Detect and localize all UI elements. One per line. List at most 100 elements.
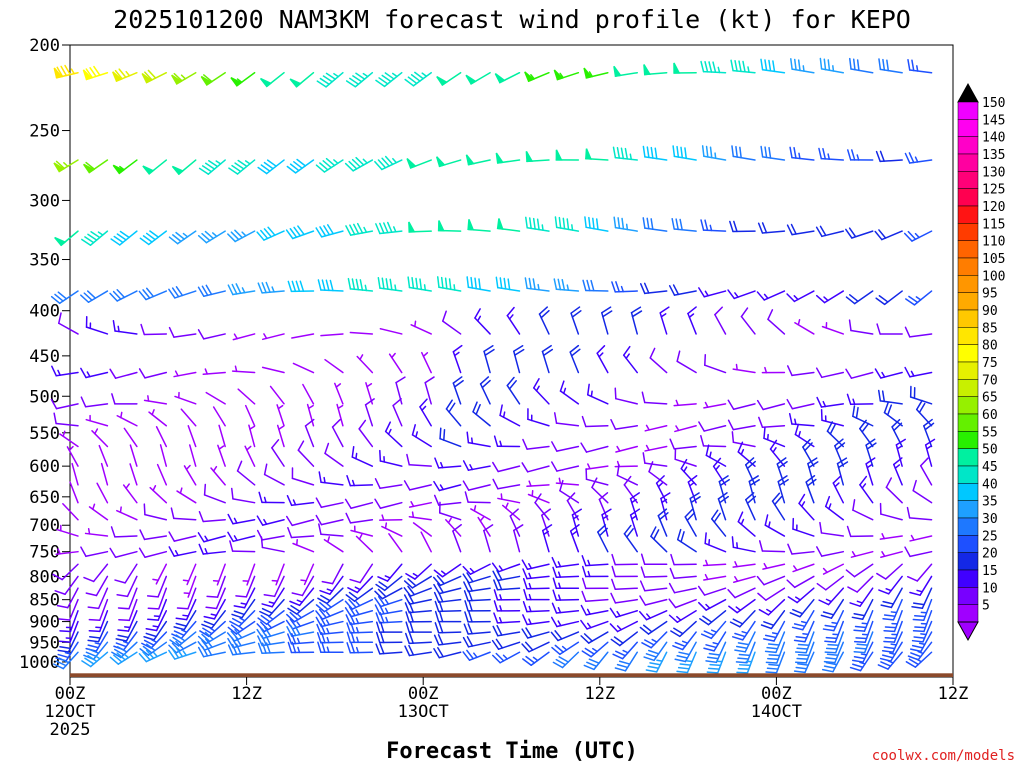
barb-full [364, 398, 375, 406]
colorbar-swatch [957, 517, 979, 536]
barb-half [587, 622, 592, 629]
barb-full [143, 639, 155, 646]
barb-full [712, 457, 722, 468]
barb-full [87, 606, 100, 610]
barb-pennant [437, 220, 445, 232]
barb-full [680, 531, 685, 543]
wind-barb [850, 550, 874, 558]
wind-barb [442, 310, 462, 335]
barb-full [293, 226, 302, 237]
wind-barb [470, 505, 491, 521]
wind-barb [717, 492, 729, 521]
wind-barb [319, 575, 344, 595]
barb-staff [555, 422, 580, 427]
barb-half [440, 570, 447, 576]
barb-full [233, 610, 246, 616]
barb-full [138, 547, 146, 558]
barb-full [852, 663, 864, 669]
barb-full [824, 624, 837, 628]
barb-staff [129, 444, 138, 467]
barb-full [147, 618, 159, 621]
barb-full [737, 667, 750, 670]
barb-full [824, 640, 837, 643]
barb-full [89, 635, 101, 639]
barb-full [463, 590, 469, 602]
wind-barb [346, 641, 374, 654]
barb-full [492, 461, 499, 473]
barb-full [258, 491, 263, 504]
barb-half [499, 440, 503, 448]
barb-full [629, 492, 640, 500]
credit-text[interactable]: coolwx.com/models [872, 748, 1015, 764]
wind-barb [115, 620, 138, 642]
wind-barb [109, 289, 138, 302]
wind-barb [424, 376, 435, 405]
wind-barb [228, 159, 256, 175]
wind-barb [463, 580, 491, 593]
wind-barb [406, 158, 432, 169]
wind-barb [494, 71, 521, 84]
barb-half [412, 572, 419, 578]
barb-full [760, 145, 764, 158]
barb-staff [673, 575, 697, 580]
barb-pennant [525, 150, 534, 163]
barb-staff [68, 598, 79, 621]
colorbar-swatch [957, 431, 979, 449]
wind-barb [256, 620, 285, 633]
barb-full [859, 475, 868, 486]
wind-barb [788, 413, 815, 427]
barb-half [263, 518, 268, 525]
wind-barb [152, 563, 168, 585]
barb-half [124, 626, 131, 629]
barb-half [656, 659, 663, 662]
barb-full [640, 553, 646, 566]
wind-barb [703, 631, 727, 652]
barb-full [56, 66, 64, 78]
barb-full [865, 457, 876, 465]
wind-barb [320, 333, 344, 337]
barb-full [609, 623, 619, 633]
wind-barb [85, 315, 109, 335]
barb-full [738, 60, 742, 73]
barb-full [677, 666, 690, 670]
barb-full [820, 614, 833, 619]
wind-barb [129, 444, 138, 467]
barb-half [616, 625, 622, 631]
barb-full [414, 71, 424, 80]
barb-full [911, 639, 924, 643]
barb-half [557, 571, 562, 578]
wind-barb [789, 146, 815, 161]
barb-full [698, 601, 707, 611]
barb-full [521, 628, 529, 639]
wind-barb [406, 453, 432, 467]
wind-barb [200, 71, 226, 86]
colorbar-label: 100 [982, 269, 1005, 284]
wind-barb [789, 598, 815, 618]
barb-staff [92, 563, 109, 583]
wind-barb [522, 614, 550, 626]
wind-barb [419, 398, 432, 427]
wind-barb [88, 598, 109, 622]
wind-barb [276, 404, 285, 427]
barb-full [204, 631, 214, 641]
barb-full [261, 282, 267, 294]
barb-staff [158, 587, 168, 610]
barb-half [557, 561, 562, 568]
barb-full [291, 633, 297, 645]
colorbar-arrow-bottom [957, 621, 979, 642]
barb-full [201, 645, 209, 657]
barb-full [758, 608, 770, 616]
barb-half [277, 404, 284, 410]
wind-barb [434, 600, 462, 613]
barb-half [119, 165, 125, 171]
barb-full [377, 595, 386, 607]
barb-half [558, 582, 562, 589]
wind-barb [629, 492, 640, 521]
wind-barb [877, 389, 903, 405]
barb-full [448, 278, 452, 291]
barb-full [909, 648, 922, 653]
barb-full [287, 607, 298, 615]
barb-staff [173, 517, 197, 521]
barb-full [171, 648, 180, 659]
colorbar-swatch [957, 604, 979, 623]
